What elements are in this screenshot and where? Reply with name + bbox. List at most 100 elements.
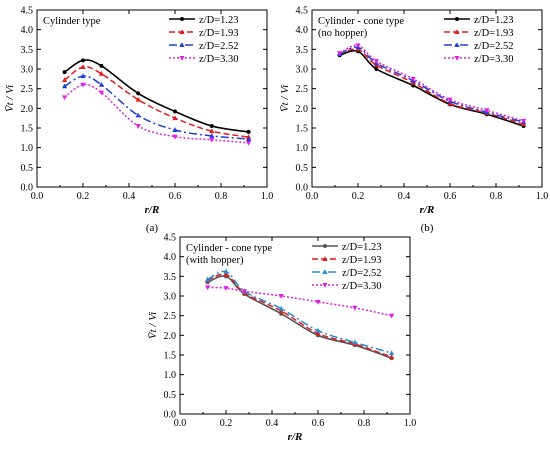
series-line [64, 75, 249, 140]
data-point [389, 313, 395, 319]
legend-marker [179, 29, 185, 34]
data-point [484, 108, 490, 114]
data-point [315, 299, 321, 305]
data-point [173, 109, 177, 114]
x-axis-label: r/R [288, 431, 303, 443]
data-point [172, 134, 178, 140]
data-point [410, 76, 416, 82]
series-3 [205, 268, 395, 356]
legend-entry: z/D=3.30 [342, 281, 381, 292]
series-4 [62, 82, 252, 146]
data-point [352, 339, 358, 345]
data-point [62, 95, 68, 101]
series-3 [62, 73, 252, 142]
y-tick-label: 0.5 [164, 390, 177, 401]
y-axis-label: V̄t / Vi [279, 85, 291, 112]
x-tick-label: 0.4 [123, 191, 136, 202]
y-tick-label: 3.5 [21, 45, 34, 56]
data-point [246, 129, 251, 134]
x-tick-label: 0.2 [77, 191, 90, 202]
data-point [172, 115, 178, 121]
legend-entry: z/D=1.23 [342, 242, 381, 253]
legend-entry: z/D=3.30 [474, 54, 513, 65]
data-point [135, 124, 141, 129]
x-tick-label: 0.0 [31, 191, 44, 202]
data-point [278, 294, 284, 299]
data-point [355, 43, 361, 49]
x-tick-label: 0.8 [358, 418, 371, 429]
x-tick-label: 0.2 [220, 418, 233, 429]
x-tick-label: 0.4 [266, 418, 279, 429]
data-point [205, 285, 211, 291]
series-1 [62, 58, 251, 134]
data-point [80, 82, 86, 88]
legend: z/D=1.23 z/D=1.93 z/D=2.52 z/D=3.30 [312, 242, 381, 292]
y-tick-label: 0.0 [21, 183, 34, 194]
y-tick-label: 0.0 [296, 183, 309, 194]
series-4 [205, 285, 395, 319]
y-tick-label: 2.0 [164, 331, 177, 342]
y-tick-label: 4.0 [21, 25, 34, 36]
data-point [205, 276, 211, 282]
data-point [389, 350, 395, 356]
data-point [374, 67, 379, 71]
legend-marker [322, 283, 328, 288]
data-point [81, 58, 85, 63]
data-point [373, 59, 379, 64]
data-point [209, 137, 215, 143]
data-point [337, 51, 343, 57]
legend-marker [454, 56, 460, 61]
data-point [172, 127, 178, 132]
y-tick-label: 2.5 [164, 311, 177, 322]
y-tick-label: 3.5 [164, 272, 177, 283]
legend-entry: z/D=2.52 [474, 41, 513, 52]
data-point [241, 289, 247, 295]
y-tick-label: 0.5 [21, 163, 34, 174]
data-point [209, 124, 214, 129]
y-tick-label: 0.5 [296, 163, 309, 174]
legend-entry: z/D=1.93 [199, 28, 238, 39]
data-point [62, 77, 68, 83]
legend-marker [454, 42, 460, 47]
data-point [315, 327, 321, 333]
data-point [98, 81, 104, 87]
legend-marker [323, 244, 327, 248]
y-tick-label: 3.0 [164, 292, 177, 303]
legend: z/D=1.23 z/D=1.93 z/D=2.52 z/D=3.30 [169, 15, 238, 65]
series-line [64, 59, 249, 133]
x-tick-label: 1.0 [536, 191, 549, 202]
x-tick-label: 1.0 [261, 191, 274, 202]
series-line [64, 83, 249, 144]
y-tick-label: 1.5 [164, 351, 177, 362]
y-tick-label: 2.0 [21, 104, 34, 115]
data-point [135, 112, 141, 118]
y-tick-label: 3.0 [296, 65, 309, 76]
data-point [352, 305, 358, 311]
y-tick-label: 2.0 [296, 104, 309, 115]
legend-marker [180, 17, 184, 21]
y-tick-label: 1.5 [21, 124, 34, 135]
legend-entry: z/D=2.52 [342, 268, 381, 279]
legend-entry: z/D=1.23 [474, 15, 513, 26]
x-axis-label: r/R [420, 204, 435, 216]
data-point [135, 96, 141, 102]
y-tick-label: 2.5 [296, 84, 309, 95]
x-tick-label: 0.8 [490, 191, 503, 202]
data-point [223, 268, 229, 274]
legend-entry: z/D=1.93 [474, 28, 513, 39]
data-point [521, 118, 527, 124]
chart-panel-3: 0.0 0.2 0.4 0.6 0.8 1.0 0.0 0.5 1.0 1.5 2.0 2.5 3.0 3… [147, 233, 417, 444]
panel-label: (b) [421, 222, 434, 234]
x-tick-label: 0.8 [215, 191, 228, 202]
y-tick-label: 3.0 [21, 65, 34, 76]
data-point [278, 305, 284, 311]
chart-panel-1: 0.0 0.2 0.4 0.6 0.8 1.0 0.0 0.5 1.0 1.5 2.0 2.5 3.0 3… [4, 6, 273, 235]
x-tick-label: 1.0 [404, 418, 417, 429]
data-point [246, 136, 252, 142]
panel-annotation: Cylinder type [43, 16, 101, 27]
legend-entry: z/D=2.52 [199, 41, 238, 52]
y-axis-label: V̄t / Vi [4, 85, 16, 112]
panel-annotation: (with hopper) [186, 255, 244, 266]
x-tick-label: 0.0 [306, 191, 319, 202]
